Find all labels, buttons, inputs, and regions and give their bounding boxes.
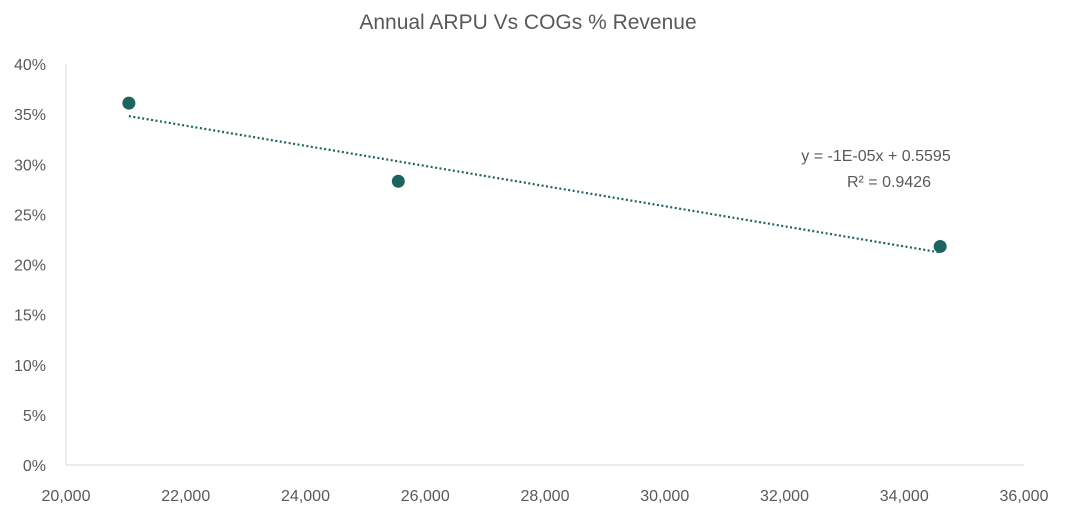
y-tick-label: 40% xyxy=(14,57,46,74)
y-tick-label: 5% xyxy=(23,408,46,425)
trendline-annotation: y = -1E-05x + 0.5595 R² = 0.9426 xyxy=(801,148,951,191)
y-tick-label: 0% xyxy=(23,458,46,475)
trendline xyxy=(128,115,941,254)
x-tick-label: 26,000 xyxy=(401,488,450,505)
x-tick-label: 34,000 xyxy=(880,488,929,505)
y-tick-label: 25% xyxy=(14,207,46,224)
x-tick-label: 24,000 xyxy=(281,488,330,505)
x-tick-label: 22,000 xyxy=(161,488,210,505)
x-tick-label: 32,000 xyxy=(760,488,809,505)
y-tick-label: 20% xyxy=(14,258,46,275)
y-tick-label: 35% xyxy=(14,107,46,124)
x-tick-label: 30,000 xyxy=(640,488,689,505)
y-tick-label: 15% xyxy=(14,308,46,325)
x-tick-label: 36,000 xyxy=(1000,488,1049,505)
axes xyxy=(65,64,1024,466)
x-tick-label: 20,000 xyxy=(42,488,91,505)
trendline-equation: y = -1E-05x + 0.5595 xyxy=(801,148,951,165)
y-tick-label: 30% xyxy=(14,157,46,174)
data-points xyxy=(122,96,947,253)
tick-labels: 0% 5% 10% 15% 20% 25% 30% 35% 40% 20,000 22,000 24,… xyxy=(14,57,1049,505)
y-tick-label: 10% xyxy=(14,358,46,375)
chart-title: Annual ARPU Vs COGs % Revenue xyxy=(359,11,696,34)
trendline-path xyxy=(128,115,941,254)
data-point xyxy=(391,174,405,188)
data-point xyxy=(933,239,947,253)
x-tick-label: 28,000 xyxy=(521,488,570,505)
trendline-r-squared: R² = 0.9426 xyxy=(847,174,931,191)
data-point xyxy=(122,96,136,110)
